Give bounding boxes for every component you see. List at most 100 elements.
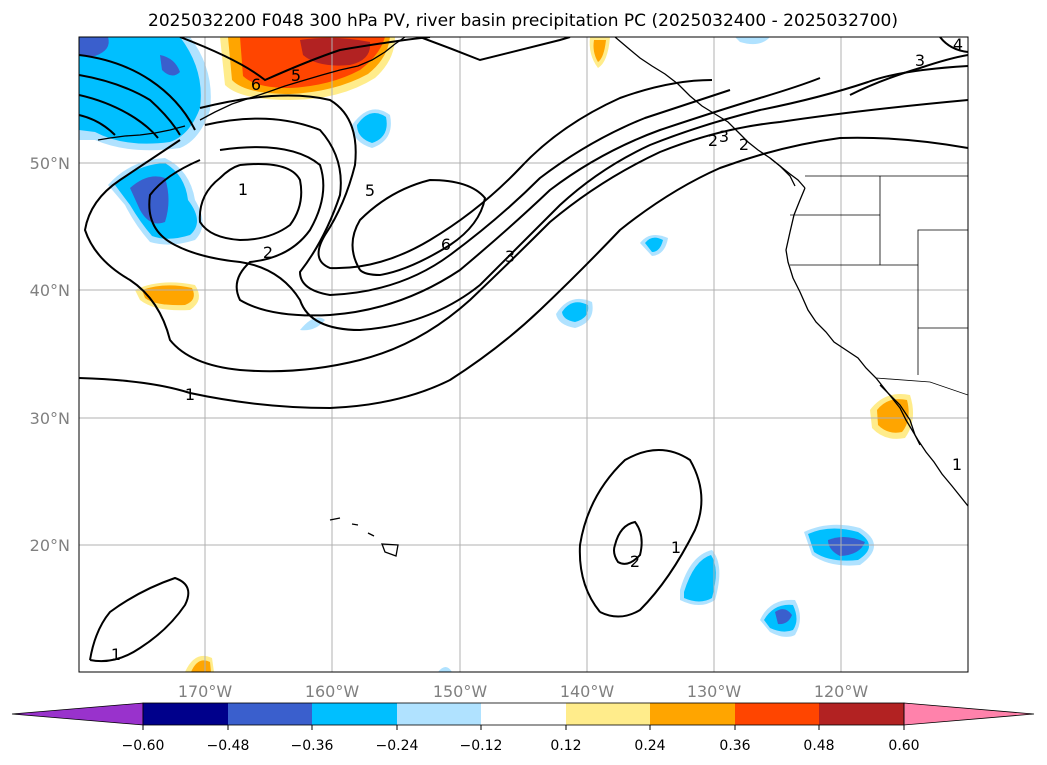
colorbar-tick-label: −0.36 (291, 738, 334, 754)
alaska-coastline (199, 37, 406, 121)
colorbar-segment (819, 703, 904, 725)
lat-tick-label: 30°N (30, 409, 70, 428)
precip-positive-area (593, 40, 606, 62)
map-panel: 1 2 3 5 6 1 2 3 5 6 1 1 2 1 2 3 4 (78, 35, 969, 673)
lon-tick-label: 160°W (305, 682, 360, 701)
us-mexico-border (875, 377, 968, 396)
lat-tick-label: 40°N (30, 281, 70, 300)
colorbar-ticks (142, 725, 905, 730)
precip-positive-area (877, 399, 909, 433)
contour-label: 3 (915, 51, 925, 70)
map-background (79, 37, 968, 672)
pv-contour (79, 136, 968, 410)
lat-tick-label: 20°N (30, 536, 70, 555)
colorbar-segment (735, 703, 819, 725)
pv-contour (79, 114, 116, 136)
lon-tick-label: 130°W (687, 682, 742, 701)
colorbar-segment (228, 703, 312, 725)
pv-contour (148, 65, 968, 332)
colorbar-tick-label: −0.60 (122, 738, 165, 754)
colorbar-segment (481, 703, 566, 725)
contour-label: 6 (441, 235, 451, 254)
colorbar-tick-label: 0.60 (888, 738, 919, 754)
pv-contour (79, 54, 196, 131)
contour-label: 3 (719, 127, 729, 146)
pv-contour (939, 37, 968, 53)
contour-label: 5 (365, 181, 375, 200)
vancouver-island (769, 157, 796, 187)
west-coast-coastline (785, 187, 968, 507)
colorbar-segment (312, 703, 397, 725)
colorbar-segment (566, 703, 650, 725)
aleutian-islands (97, 125, 186, 141)
contour-label: 6 (251, 75, 261, 94)
precip-positive-area (191, 660, 211, 672)
lon-tick-label: 140°W (560, 682, 615, 701)
coastlines (97, 37, 968, 557)
colorbar-segment (650, 703, 735, 725)
contour-label: 4 (953, 35, 963, 54)
pv-contour (198, 163, 303, 242)
hawaii-islands (329, 517, 399, 557)
colorbar-tick-label: −0.48 (207, 738, 250, 754)
colorbar-tick-label: 0.12 (550, 738, 581, 754)
gridlines (79, 37, 968, 672)
contour-label: 1 (185, 385, 195, 404)
contour-label: 1 (238, 180, 248, 199)
colorbar: −0.60 −0.48 −0.36 −0.24 −0.12 0.12 0.24 … (11, 702, 1035, 754)
precip-negative-area (562, 302, 589, 322)
pv-contour (219, 77, 821, 317)
precip-negative-area (438, 667, 452, 672)
longitude-labels: 170°W 160°W 150°W 140°W 130°W 120°W (178, 682, 869, 701)
pv-contour (179, 37, 431, 82)
colorbar-extend-left (11, 702, 144, 726)
precip-negative-area (684, 555, 716, 602)
page-title: 2025032200 F048 300 hPa PV, river basin … (148, 11, 898, 31)
baja-california-coastline (879, 384, 921, 446)
contour-label: 1 (952, 455, 962, 474)
precip-strong-negative-area (775, 609, 792, 625)
precip-negative-area (357, 112, 387, 143)
contour-label: 2 (263, 243, 273, 262)
political-borders (790, 37, 968, 396)
precip-strong-negative-area (828, 536, 865, 556)
pv-contour (83, 99, 968, 373)
contour-label: 2 (739, 135, 749, 154)
pv-contour (199, 79, 713, 270)
colorbar-frame (142, 702, 905, 726)
map-frame (78, 36, 969, 673)
colorbar-tick-label: 0.36 (719, 738, 750, 754)
lat-tick-label: 50°N (30, 154, 70, 173)
lon-tick-label: 120°W (814, 682, 869, 701)
contour-label: 5 (291, 66, 301, 85)
state-borders (790, 176, 968, 375)
lon-tick-label: 170°W (178, 682, 233, 701)
contour-label: 3 (505, 247, 515, 266)
colorbar-extend-right (903, 702, 1035, 726)
pv-contour (351, 178, 487, 277)
colorbar-tick-label: −0.12 (460, 738, 503, 754)
pv-contour (849, 54, 968, 96)
precip-strong-negative-area (79, 37, 109, 56)
colorbar-tick-label: 0.24 (634, 738, 665, 754)
colorbar-segment (143, 703, 228, 725)
colorbar-tick-label: −0.24 (376, 738, 419, 754)
pv-contour (79, 74, 181, 136)
contour-label: 2 (708, 131, 718, 150)
contour-label: 1 (671, 538, 681, 557)
pv-contour (89, 576, 190, 663)
lon-tick-label: 150°W (433, 682, 488, 701)
pv-contour (204, 89, 731, 297)
latitude-labels: 50°N 40°N 30°N 20°N (30, 154, 70, 555)
pv-contour (419, 37, 571, 62)
pv-contours (79, 37, 968, 663)
pv-contour (79, 94, 159, 139)
precip-negative-area (645, 237, 663, 252)
pv-contour (613, 520, 643, 565)
precip-strong-negative-area (160, 55, 180, 76)
pv-contour (578, 449, 703, 618)
colorbar-tick-label: 0.48 (803, 738, 834, 754)
pv-contour-labels: 1 2 3 5 6 1 2 3 5 6 1 1 2 1 2 3 4 (111, 35, 963, 664)
precip-negative-area (735, 37, 770, 45)
